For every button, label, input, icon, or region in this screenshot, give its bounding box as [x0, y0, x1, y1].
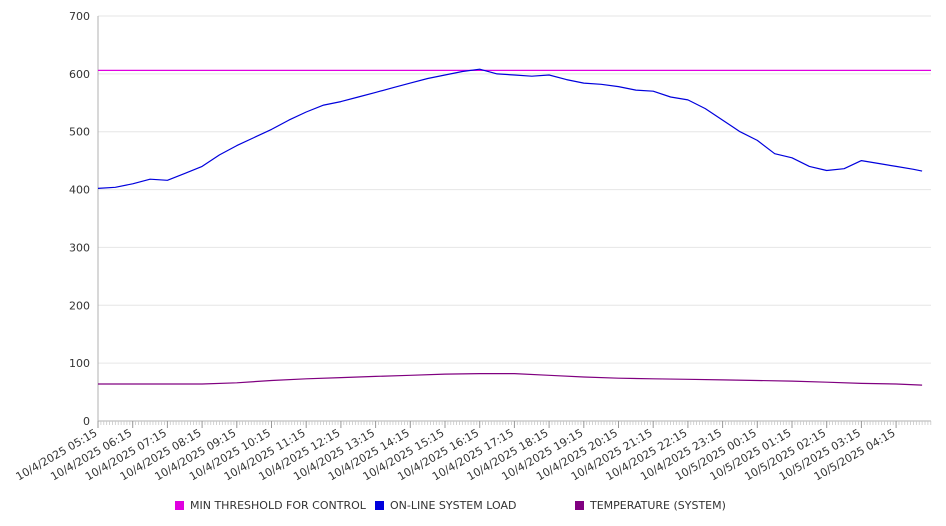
legend-label: TEMPERATURE (SYSTEM)	[590, 499, 726, 512]
chart-legend: MIN THRESHOLD FOR CONTROL ON-LINE SYSTEM…	[0, 496, 946, 516]
y-tick-label: 600	[69, 68, 90, 81]
series-lines	[97, 68, 931, 386]
y-tick-label: 100	[69, 357, 90, 370]
y-tick-label: 0	[83, 415, 90, 428]
legend-item-temperature[interactable]: TEMPERATURE (SYSTEM)	[575, 499, 726, 512]
legend-label: MIN THRESHOLD FOR CONTROL	[190, 499, 366, 512]
legend-item-min-threshold[interactable]: MIN THRESHOLD FOR CONTROL	[175, 499, 366, 512]
series-line-temperature-system	[98, 373, 923, 386]
legend-item-system-load[interactable]: ON-LINE SYSTEM LOAD	[375, 499, 516, 512]
grid-lines	[98, 15, 931, 364]
y-tick-label: 700	[69, 10, 90, 23]
y-tick-label: 200	[69, 299, 90, 312]
y-tick-label: 500	[69, 126, 90, 139]
y-axis-tick-labels: 0 100 200 300 400 500 600 700	[69, 10, 90, 428]
axes	[97, 16, 932, 428]
legend-swatch	[375, 501, 384, 510]
legend-swatch	[575, 501, 584, 510]
legend-label: ON-LINE SYSTEM LOAD	[390, 499, 517, 512]
y-tick-label: 300	[69, 241, 90, 254]
y-tick-label: 400	[69, 184, 90, 197]
legend-swatch	[175, 501, 184, 510]
line-chart: 0 100 200 300 400 500 600 700 10/4/2025 05:1510…	[14, 10, 932, 483]
series-line-on-line-system-load	[97, 68, 923, 189]
